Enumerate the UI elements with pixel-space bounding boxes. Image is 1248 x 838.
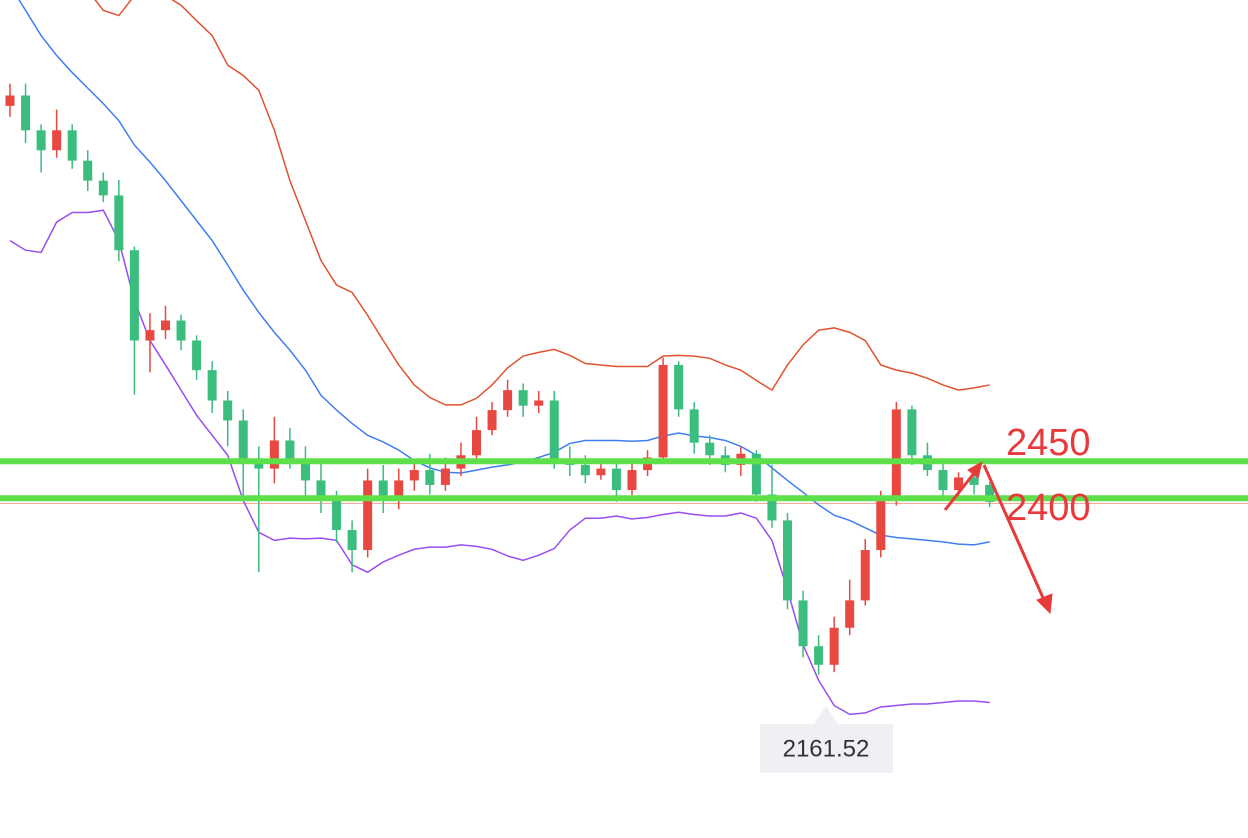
candle-body [129, 250, 139, 341]
candle-body [207, 370, 217, 401]
candle-body [176, 320, 186, 341]
candle-body [876, 500, 886, 551]
level-label: 2450 [1006, 422, 1091, 464]
candle-body [751, 453, 761, 495]
candle-body [114, 195, 124, 251]
candle-body [705, 442, 715, 456]
candle-body [269, 440, 279, 469]
candle-body [487, 410, 497, 431]
candle-body [907, 409, 917, 456]
candle-body [611, 468, 621, 491]
candle-body [192, 340, 202, 371]
level-label: 2400 [1006, 487, 1091, 529]
candle-body [845, 600, 855, 628]
candle-body [689, 409, 699, 443]
candle-body [829, 627, 839, 665]
candle-body [969, 477, 979, 485]
candle-body [332, 500, 342, 531]
candle-body [238, 420, 248, 461]
candle-body [83, 160, 93, 181]
candle-body [814, 646, 824, 665]
candle-body [549, 400, 559, 461]
candle-body [580, 464, 590, 476]
candle-body [518, 390, 528, 406]
candle-body [223, 400, 233, 421]
annotation-box [760, 706, 893, 773]
candle-body [21, 95, 31, 131]
candle-body [783, 520, 792, 601]
candle-body [658, 364, 668, 458]
candle-body [285, 440, 295, 461]
arrow-head [967, 460, 983, 479]
candle-body [378, 480, 388, 501]
candle-body [860, 550, 870, 601]
candle-body [798, 600, 808, 647]
candle-body [534, 400, 544, 406]
candle-body [300, 460, 310, 481]
candle-body [409, 470, 419, 481]
candle-body [938, 470, 948, 491]
candle-body [503, 390, 513, 411]
candle-body [36, 130, 46, 151]
band-line [94, 0, 990, 406]
candle-body [954, 477, 964, 491]
candle-body [67, 130, 77, 161]
candle-body [472, 430, 481, 456]
annotation-text: 2161.52 [783, 735, 870, 762]
candle-body [254, 460, 264, 469]
candle-body [5, 95, 15, 106]
candle-body [425, 470, 435, 485]
candle-body [394, 480, 404, 501]
band-line [18, 0, 990, 546]
low-annotation: 2161.52 [760, 706, 893, 773]
band-line [9, 209, 990, 716]
arrows [943, 460, 1053, 615]
candle-body [316, 480, 326, 501]
candle-body [161, 320, 170, 331]
candle-body [627, 470, 637, 491]
candle-body [145, 330, 155, 341]
candle-body [363, 480, 373, 551]
candle-body [52, 130, 62, 151]
candle-body [985, 484, 995, 502]
plot: 2450 2400 [0, 0, 1248, 716]
candle-body [347, 530, 357, 551]
candle-body [891, 409, 901, 501]
candle-body [767, 494, 777, 521]
arrow-up [943, 471, 977, 511]
arrow-down [982, 464, 1046, 601]
candle-body [596, 468, 606, 476]
arrow-head [1036, 593, 1053, 615]
candle-body [98, 180, 108, 196]
candle-body [440, 468, 450, 485]
candle-body [674, 364, 684, 410]
